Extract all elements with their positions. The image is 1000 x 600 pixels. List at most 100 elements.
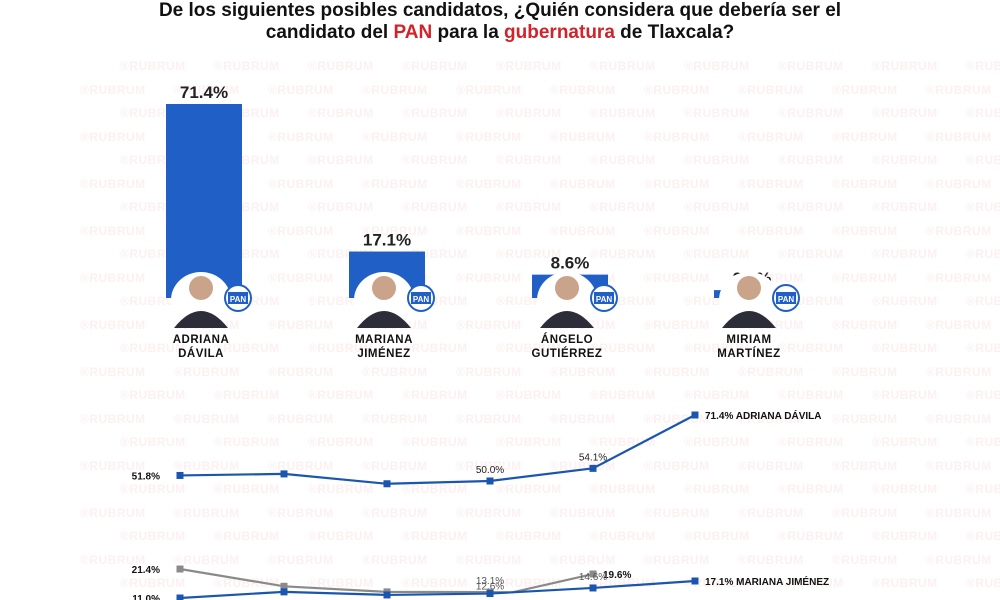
line-point-0-5 bbox=[691, 411, 699, 419]
watermark-mark: ®RUBRUM bbox=[872, 341, 938, 355]
watermark-mark: ®RUBRUM bbox=[174, 459, 240, 473]
watermark-mark: ®RUBRUM bbox=[550, 130, 616, 144]
watermark-mark: ®RUBRUM bbox=[550, 83, 616, 97]
candidate-photo-head-0 bbox=[189, 276, 213, 300]
watermark-mark: ®RUBRUM bbox=[308, 482, 374, 496]
watermark-mark: ®RUBRUM bbox=[402, 529, 468, 543]
watermark-mark: ®RUBRUM bbox=[268, 506, 334, 520]
watermark-mark: ®RUBRUM bbox=[362, 506, 428, 520]
title-text-a: candidato del bbox=[265, 22, 394, 43]
watermark-mark: ®RUBRUM bbox=[550, 365, 616, 379]
watermark-mark: ®RUBRUM bbox=[872, 529, 938, 543]
watermark-mark: ®RUBRUM bbox=[214, 482, 280, 496]
watermark-mark: ®RUBRUM bbox=[738, 177, 804, 191]
candidate-name-label-1-0: MARIANA bbox=[355, 334, 413, 346]
watermark-mark: ®RUBRUM bbox=[308, 106, 374, 120]
watermark-mark: ®RUBRUM bbox=[456, 459, 522, 473]
watermark-mark: ®RUBRUM bbox=[778, 153, 844, 167]
watermark-mark: ®RUBRUM bbox=[872, 294, 938, 308]
watermark-mark: ®RUBRUM bbox=[308, 576, 374, 590]
line-point-1-1 bbox=[280, 588, 288, 596]
watermark-mark: ®RUBRUM bbox=[402, 435, 468, 449]
bar-value-label-0: 71.4% bbox=[180, 83, 228, 102]
line-point-2-5 bbox=[589, 570, 597, 578]
watermark-mark: ®RUBRUM bbox=[80, 83, 146, 97]
watermark-mark: ®RUBRUM bbox=[926, 271, 992, 285]
watermark-mark: ®RUBRUM bbox=[738, 459, 804, 473]
watermark-mark: ®RUBRUM bbox=[684, 576, 750, 590]
line-point-1-2 bbox=[383, 591, 391, 599]
watermark-mark: ®RUBRUM bbox=[832, 318, 898, 332]
watermark-mark: ®RUBRUM bbox=[684, 435, 750, 449]
candidate-name-label-1-1: JIMÉNEZ bbox=[357, 347, 410, 360]
watermark-mark: ®RUBRUM bbox=[590, 59, 656, 73]
watermark-mark: ®RUBRUM bbox=[738, 506, 804, 520]
watermark-mark: ®RUBRUM bbox=[120, 482, 186, 496]
watermark-mark: ®RUBRUM bbox=[456, 553, 522, 567]
watermark-mark: ®RUBRUM bbox=[496, 153, 562, 167]
watermark-mark: ®RUBRUM bbox=[590, 529, 656, 543]
watermark-mark: ®RUBRUM bbox=[738, 365, 804, 379]
watermark-mark: ®RUBRUM bbox=[174, 553, 240, 567]
line-point-label-1-6: 17.1% MARIANA JIMÉNEZ bbox=[705, 575, 829, 588]
line-point-label-0-4: 54.1% bbox=[579, 452, 607, 463]
watermark-mark: ®RUBRUM bbox=[456, 506, 522, 520]
candidate-photo-head-3 bbox=[737, 276, 761, 300]
watermark-mark: ®RUBRUM bbox=[872, 247, 938, 261]
watermark-mark: ®RUBRUM bbox=[684, 529, 750, 543]
watermark-mark: ®RUBRUM bbox=[644, 459, 710, 473]
watermark-mark: ®RUBRUM bbox=[778, 247, 844, 261]
watermark-mark: ®RUBRUM bbox=[832, 130, 898, 144]
watermark-mark: ®RUBRUM bbox=[832, 83, 898, 97]
line-point-0-1 bbox=[280, 470, 288, 478]
candidate-name-label-0-0: ADRIANA bbox=[173, 334, 230, 346]
line-point-label-0-5: 71.4% ADRIANA DÁVILA bbox=[705, 409, 822, 422]
watermark-mark: ®RUBRUM bbox=[966, 200, 1000, 214]
watermark-mark: ®RUBRUM bbox=[268, 318, 334, 332]
watermark-mark: ®RUBRUM bbox=[362, 412, 428, 426]
pan-logo-box-1 bbox=[411, 292, 431, 304]
watermark-mark: ®RUBRUM bbox=[268, 83, 334, 97]
watermark-mark: ®RUBRUM bbox=[966, 153, 1000, 167]
watermark-mark: ®RUBRUM bbox=[308, 341, 374, 355]
watermark-mark: ®RUBRUM bbox=[966, 247, 1000, 261]
watermark-mark: ®RUBRUM bbox=[174, 83, 240, 97]
title-line-1: De los siguientes posibles candidatos, ¿… bbox=[158, 0, 842, 21]
watermark-mark: ®RUBRUM bbox=[402, 200, 468, 214]
watermark-mark: ®RUBRUM bbox=[590, 200, 656, 214]
watermark-mark: ®RUBRUM bbox=[926, 224, 992, 238]
watermark-mark: ®RUBRUM bbox=[684, 388, 750, 402]
watermark-mark: ®RUBRUM bbox=[832, 224, 898, 238]
watermark-mark: ®RUBRUM bbox=[362, 459, 428, 473]
watermark-mark: ®RUBRUM bbox=[268, 459, 334, 473]
candidate-photo-body-0 bbox=[174, 311, 228, 328]
watermark-mark: ®RUBRUM bbox=[966, 388, 1000, 402]
candidate-name-label-3-1: MARTÍNEZ bbox=[717, 347, 780, 360]
watermark-mark: ®RUBRUM bbox=[496, 529, 562, 543]
watermark-mark: ®RUBRUM bbox=[738, 553, 804, 567]
watermark-mark: ®RUBRUM bbox=[362, 553, 428, 567]
watermark-mark: ®RUBRUM bbox=[402, 106, 468, 120]
watermark-mark: ®RUBRUM bbox=[926, 83, 992, 97]
watermark-mark: ®RUBRUM bbox=[496, 200, 562, 214]
watermark-mark: ®RUBRUM bbox=[308, 200, 374, 214]
watermark-mark: ®RUBRUM bbox=[926, 506, 992, 520]
watermark-mark: ®RUBRUM bbox=[966, 59, 1000, 73]
watermark-mark: ®RUBRUM bbox=[778, 106, 844, 120]
watermark-mark: ®RUBRUM bbox=[778, 576, 844, 590]
line-point-0-2 bbox=[383, 480, 391, 488]
watermark-mark: ®RUBRUM bbox=[738, 130, 804, 144]
line-point-0-4 bbox=[589, 464, 597, 472]
watermark-mark: ®RUBRUM bbox=[778, 435, 844, 449]
watermark-mark: ®RUBRUM bbox=[872, 153, 938, 167]
watermark-mark: ®RUBRUM bbox=[120, 576, 186, 590]
watermark-mark: ®RUBRUM bbox=[402, 388, 468, 402]
watermark-mark: ®RUBRUM bbox=[456, 224, 522, 238]
watermark-mark: ®RUBRUM bbox=[174, 365, 240, 379]
watermark-mark: ®RUBRUM bbox=[644, 365, 710, 379]
watermark-mark: ®RUBRUM bbox=[174, 412, 240, 426]
watermark-mark: ®RUBRUM bbox=[308, 388, 374, 402]
pan-logo-text-2: PAN bbox=[596, 295, 613, 304]
watermark-mark: ®RUBRUM bbox=[926, 130, 992, 144]
watermark-mark: ®RUBRUM bbox=[268, 177, 334, 191]
